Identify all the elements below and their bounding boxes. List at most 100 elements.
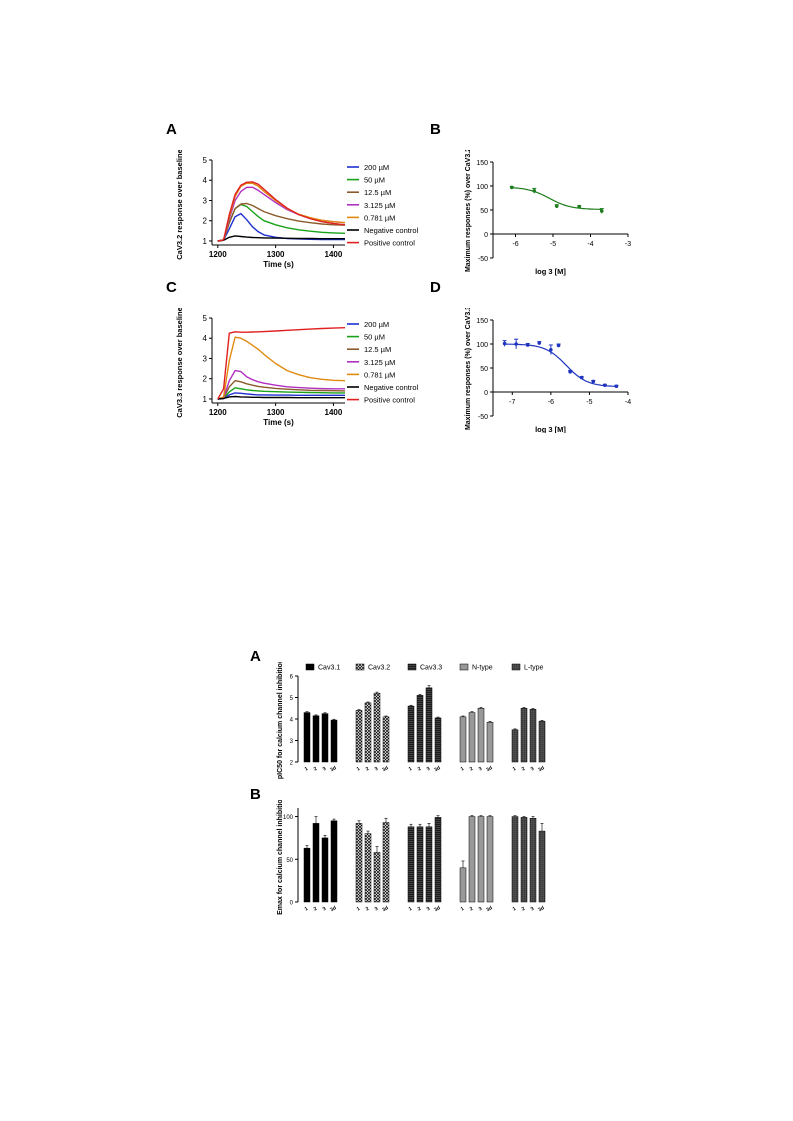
bar-N-type-1 xyxy=(459,867,467,903)
bar-Cav3.3-2 xyxy=(416,826,424,903)
data-point xyxy=(577,204,582,209)
series-line-7 xyxy=(217,181,346,242)
legend-label: 50 µM xyxy=(364,176,385,185)
compound-label: 1 xyxy=(512,766,518,773)
series-line-1 xyxy=(217,212,345,242)
bar-Cav3.2-3 xyxy=(373,852,381,903)
legend-label: 12.5 µM xyxy=(364,345,391,354)
x-tick-label: 1400 xyxy=(325,408,343,417)
data-point xyxy=(579,375,584,380)
panel-label-a: A xyxy=(166,121,177,138)
series-line-3 xyxy=(217,379,346,400)
series-line-1 xyxy=(217,392,345,400)
legend-label: N-type xyxy=(472,665,493,672)
y-tick-label: 4 xyxy=(290,718,294,724)
y-tick-label: -50 xyxy=(478,414,488,421)
series-line-2 xyxy=(217,387,345,400)
compound-label: 1 xyxy=(460,906,466,913)
bar-L-type-3d xyxy=(538,720,546,763)
compound-label: 3d xyxy=(329,765,337,773)
bar-N-type-3 xyxy=(477,708,485,763)
y-tick-label: 6 xyxy=(290,675,294,681)
legend-label: Negative control xyxy=(364,383,419,392)
y-tick-label: 3 xyxy=(203,196,208,205)
legend-label: Negative control xyxy=(364,226,419,235)
legend-label: 200 µM xyxy=(364,163,389,172)
bar-N-type-1 xyxy=(459,716,467,763)
legend-label: Cav3.3 xyxy=(420,665,442,672)
data-point xyxy=(514,342,518,346)
compound-label: 3d xyxy=(537,765,545,773)
bar-Cav3.1-3 xyxy=(321,837,329,903)
legend-label: L-type xyxy=(524,665,544,672)
data-point xyxy=(614,384,619,389)
y-tick-label: 50 xyxy=(286,858,293,864)
compound-label: 1 xyxy=(304,906,310,913)
series-line-4 xyxy=(217,369,345,400)
compound-label: 3 xyxy=(478,906,484,913)
compound-label: 2 xyxy=(469,766,475,773)
compound-label: 3d xyxy=(381,905,389,913)
data-point xyxy=(599,209,604,213)
bar-L-type-2 xyxy=(520,817,528,903)
y-tick-label: 4 xyxy=(203,334,208,343)
bar-L-type-1 xyxy=(511,816,519,903)
y-tick-label: 1 xyxy=(203,395,208,404)
data-point xyxy=(549,347,553,352)
bar-Cav3.1-2 xyxy=(312,823,320,903)
y-tick-label: 150 xyxy=(476,318,488,325)
y-axis-label: CaV3.2 response over baseline xyxy=(175,150,184,260)
x-tick-label: 1300 xyxy=(267,250,285,259)
compound-label: 3 xyxy=(530,766,536,773)
compound-label: 3 xyxy=(426,906,432,913)
y-axis-label: Maximum responses (%) over CaV3.3 xyxy=(465,308,472,430)
data-point xyxy=(502,341,507,346)
bar-Cav3.2-3d xyxy=(382,716,390,763)
chart-a-time-course: 1 2 3 4 5 1200 1300 1400 Time (s) CaV3.2 response… xyxy=(175,150,346,269)
y-axis-label: pIC50 for calcium channel inhibition xyxy=(277,662,284,779)
compound-label: 2 xyxy=(313,766,319,773)
data-point xyxy=(556,343,561,348)
x-tick-label: -7 xyxy=(509,399,515,406)
y-tick-label: 2 xyxy=(290,761,294,767)
chart-d-dose-response: -50 0 50 100 150 -7 -6 -5 -4 log 3 [M] Maximum res… xyxy=(465,308,631,433)
compound-label: 3 xyxy=(426,766,432,773)
bar-Cav3.2-3d xyxy=(382,822,390,903)
legend-swatch xyxy=(407,663,417,671)
bar-Cav3.2-3 xyxy=(373,692,381,763)
panel-label-d: D xyxy=(430,279,441,296)
compound-label: 3 xyxy=(322,766,328,773)
x-tick-label: -6 xyxy=(512,241,518,248)
compound-label: 1 xyxy=(408,766,414,773)
bar-Cav3.1-1 xyxy=(303,847,311,903)
x-tick-label: 1200 xyxy=(209,408,227,417)
y-tick-label: 50 xyxy=(480,366,488,373)
bar-L-type-3 xyxy=(529,709,537,763)
legend-swatch xyxy=(355,663,365,671)
legend-c: 200 µM 50 µM 12.5 µM 3.125 µM 0.781 µM Negati… xyxy=(347,320,419,405)
legend-label: Positive control xyxy=(364,396,415,405)
bar-N-type-2 xyxy=(468,712,476,763)
chart-b-dose-response: -50 0 50 100 150 -6 -5 -4 -3 log 3 [M] Maximum res… xyxy=(465,150,631,276)
bar-Cav3.2-2 xyxy=(364,833,372,903)
x-axis-label: Time (s) xyxy=(263,418,294,427)
data-point xyxy=(554,204,559,208)
bar-L-type-2 xyxy=(520,708,528,763)
data-point xyxy=(603,383,607,388)
series-line-3 xyxy=(217,202,346,242)
panel-label-a2: A xyxy=(250,648,261,665)
compound-label: 3 xyxy=(478,766,484,773)
x-tick-label: 1300 xyxy=(267,408,285,417)
bar-Cav3.3-3 xyxy=(425,826,433,903)
bar-L-type-3d xyxy=(538,830,546,903)
compound-label: 1 xyxy=(356,766,362,773)
fit-curve xyxy=(511,187,602,210)
x-tick-label: -3 xyxy=(625,241,631,248)
legend-a: 200 µM 50 µM 12.5 µM 3.125 µM 0.781 µM Negati… xyxy=(347,163,419,248)
bar-Cav3.2-2 xyxy=(364,702,372,763)
data-point xyxy=(591,379,596,384)
compound-label: 3d xyxy=(381,765,389,773)
bar-Cav3.3-1 xyxy=(407,705,415,763)
panel-label-b: B xyxy=(430,121,441,138)
